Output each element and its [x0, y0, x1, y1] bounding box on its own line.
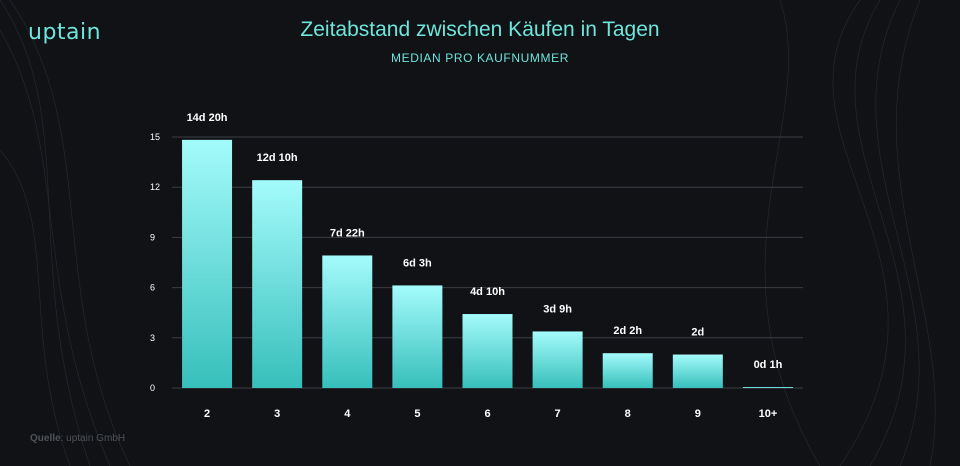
source-value: uptain GmbH: [63, 433, 126, 444]
y-tick-label: 3: [150, 333, 155, 343]
bar: [322, 255, 373, 388]
data-label: 7d 22h: [330, 227, 365, 239]
bar: [742, 387, 793, 388]
x-tick-label: 2: [204, 408, 210, 420]
source-label: Quelle: [30, 433, 61, 444]
data-label: 12d 10h: [257, 152, 298, 164]
data-label: 2d: [691, 327, 704, 339]
bar: [392, 285, 443, 388]
y-axis-ticks: 0 3 6 9 12 15: [150, 132, 160, 393]
x-tick-label: 5: [414, 408, 420, 420]
bar: [602, 353, 653, 388]
brand-logo: uptain: [28, 20, 102, 45]
bars: [182, 139, 793, 388]
data-label: 2d 2h: [613, 325, 642, 337]
y-tick-label: 0: [150, 383, 155, 393]
bar: [182, 139, 233, 388]
x-tick-label: 6: [484, 408, 490, 420]
x-tick-label: 9: [695, 408, 701, 420]
x-tick-label: 3: [274, 408, 280, 420]
chart-subtitle: MEDIAN PRO KAUFNUMMER: [391, 51, 569, 65]
x-tick-label: 8: [625, 408, 631, 420]
data-label: 14d 20h: [187, 112, 228, 124]
chart-title: Zeitabstand zwischen Käufen in Tagen: [300, 18, 660, 41]
x-axis-ticks: 2 3 4 5 6 7 8 9 10+: [204, 408, 777, 420]
bar: [672, 354, 723, 388]
bar: [532, 331, 583, 388]
data-label: 4d 10h: [470, 286, 505, 298]
x-tick-label: 10+: [759, 408, 778, 420]
data-label: 3d 9h: [543, 303, 572, 315]
y-tick-label: 15: [150, 132, 160, 142]
x-tick-label: 4: [344, 408, 351, 420]
data-labels: 14d 20h 12d 10h 7d 22h 6d 3h 4d 10h 3d 9h 2d 2…: [187, 112, 783, 371]
source-note: Quelle: uptain GmbH: [30, 433, 125, 444]
y-tick-label: 12: [150, 182, 160, 192]
bar: [252, 180, 303, 388]
y-tick-label: 6: [150, 283, 155, 293]
bar: [462, 314, 513, 388]
data-label: 0d 1h: [754, 359, 783, 371]
data-label: 6d 3h: [403, 257, 432, 269]
source-separator: :: [60, 433, 64, 444]
x-tick-label: 7: [555, 408, 561, 420]
y-tick-label: 9: [150, 232, 155, 242]
